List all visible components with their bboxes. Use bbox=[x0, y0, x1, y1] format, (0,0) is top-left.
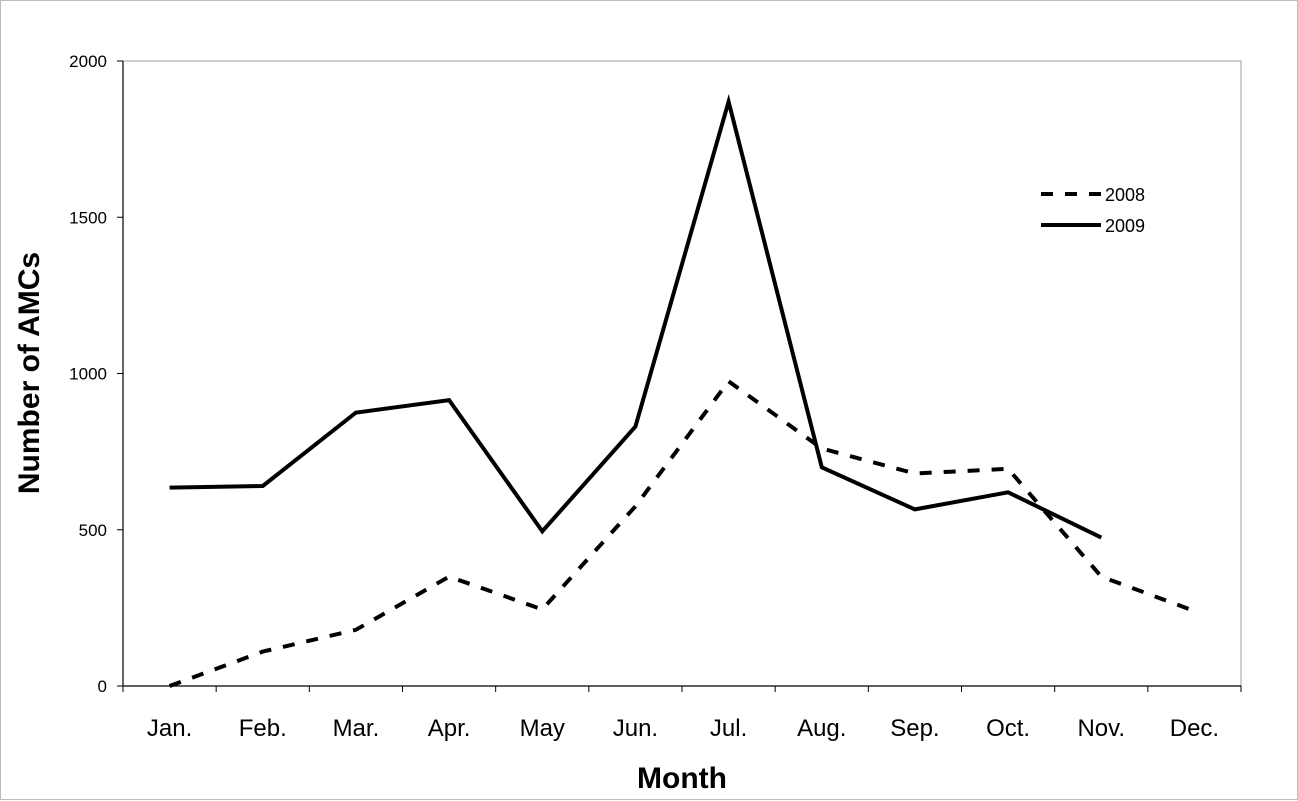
legend: 2008 2009 bbox=[1041, 185, 1145, 236]
x-tick-label: Jun. bbox=[613, 715, 658, 742]
x-tick-label: Feb. bbox=[239, 715, 287, 742]
series-lines bbox=[169, 102, 1194, 687]
legend-label-2009: 2009 bbox=[1105, 216, 1145, 236]
plot-area bbox=[123, 61, 1241, 686]
x-tick-label: Sep. bbox=[890, 715, 939, 742]
x-tick-label: Dec. bbox=[1170, 715, 1219, 742]
x-tick-label: Aug. bbox=[797, 715, 846, 742]
x-axis-ticks: Jan. Feb. Mar. Apr. May Jun. Jul. Aug. Sep. Oct. N… bbox=[123, 686, 1241, 742]
y-axis-ticks: 0 500 1000 1500 2000 bbox=[69, 52, 123, 696]
x-axis-title: Month bbox=[637, 762, 727, 795]
y-tick-label: 0 bbox=[98, 677, 107, 696]
x-tick-label: Nov. bbox=[1077, 715, 1125, 742]
y-axis-title: Number of AMCs bbox=[13, 252, 46, 494]
x-tick-label: Jan. bbox=[147, 715, 192, 742]
x-tick-label: Oct. bbox=[986, 715, 1030, 742]
y-tick-label: 2000 bbox=[69, 52, 107, 71]
y-tick-label: 1000 bbox=[69, 365, 107, 384]
y-tick-label: 1500 bbox=[69, 208, 107, 227]
series-line-2008 bbox=[170, 381, 1195, 686]
x-tick-label: May bbox=[520, 715, 565, 742]
series-line-2009 bbox=[170, 102, 1102, 538]
axes bbox=[123, 61, 1241, 686]
x-tick-label: Jul. bbox=[710, 715, 747, 742]
legend-label-2008: 2008 bbox=[1105, 185, 1145, 205]
x-tick-label: Mar. bbox=[333, 715, 380, 742]
y-tick-label: 500 bbox=[79, 521, 107, 540]
x-tick-label: Apr. bbox=[428, 715, 471, 742]
